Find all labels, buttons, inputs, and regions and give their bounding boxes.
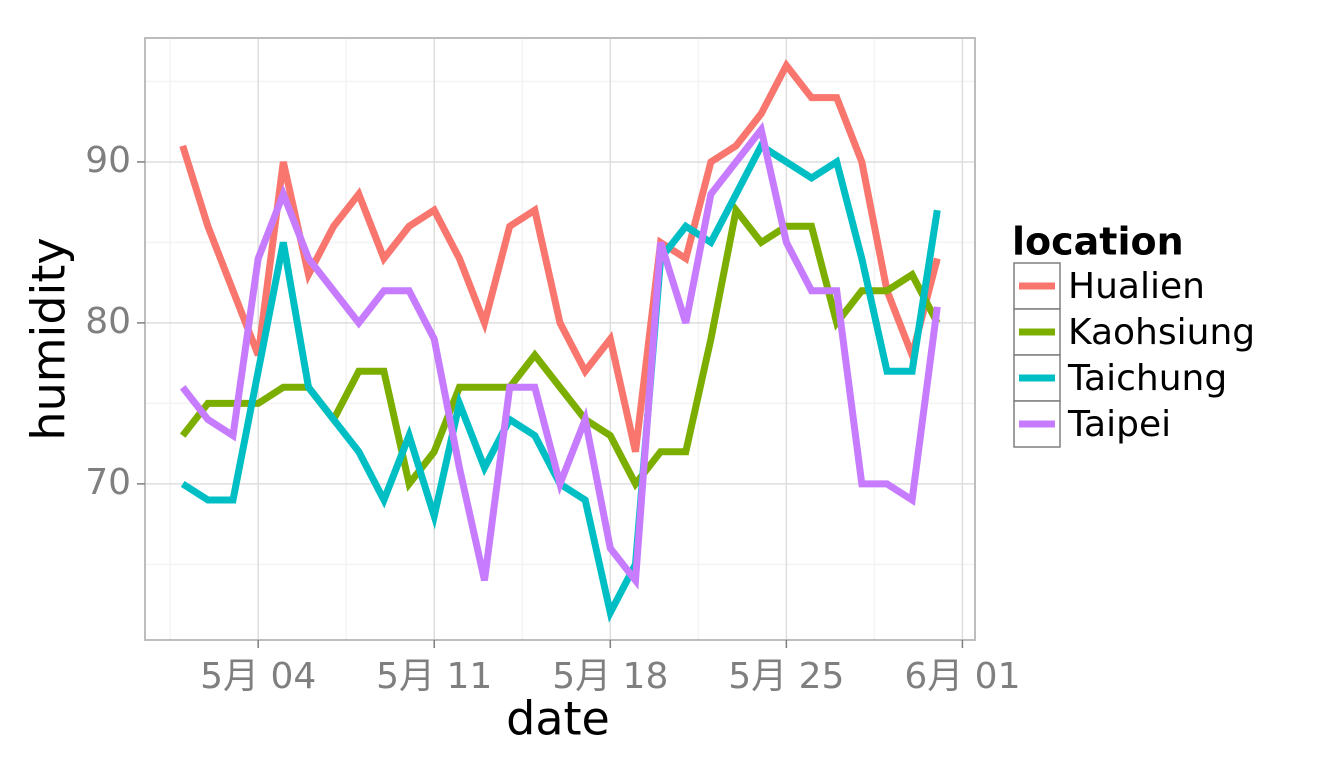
y-axis-title: humidity xyxy=(22,237,76,440)
series-line xyxy=(179,121,941,590)
x-tick-label: 5月 11 xyxy=(376,656,492,697)
legend-label: Taipei xyxy=(1067,404,1171,445)
legend-label: Kaohsiung xyxy=(1068,312,1255,353)
legend-title: location xyxy=(1012,220,1184,264)
lines xyxy=(179,58,941,623)
y-tick-label: 80 xyxy=(85,301,131,342)
x-tick-label: 5月 25 xyxy=(728,656,844,697)
legend-label: Hualien xyxy=(1068,266,1205,307)
series-line xyxy=(179,58,941,453)
x-tick-label: 5月 18 xyxy=(552,656,668,697)
legend-label: Taichung xyxy=(1067,358,1227,399)
y-tick-label: 70 xyxy=(85,462,131,503)
panel-border xyxy=(144,37,976,641)
legend: Hualien Kaohsiung Taichung Taipei xyxy=(1013,262,1255,448)
ticks: 70 80 90 5月 04 5月 11 5月 18 5月 25 6月 01 xyxy=(85,140,1020,697)
x-tick-label: 6月 01 xyxy=(904,656,1020,697)
y-tick-label: 90 xyxy=(85,140,131,181)
x-axis-title: date xyxy=(506,692,610,746)
panel xyxy=(145,38,975,640)
x-tick-label: 5月 04 xyxy=(200,656,316,697)
